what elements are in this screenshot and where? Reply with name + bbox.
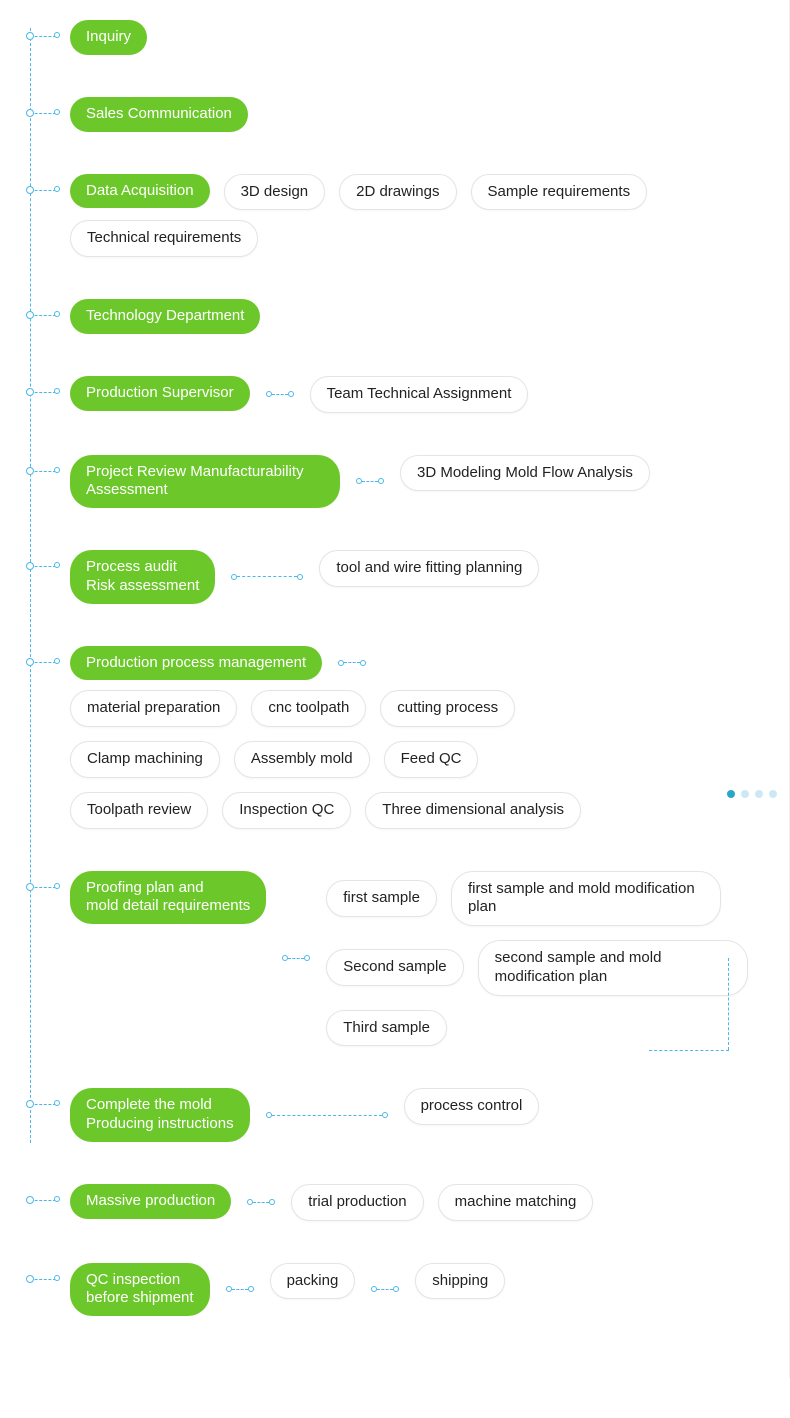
flow-row: Data Acquisition 3D design 2D drawings Samp… (30, 174, 769, 258)
stage-pill: Massive production (70, 1184, 231, 1219)
stage-pill: Process auditRisk assessment (70, 550, 215, 604)
pagination-dots[interactable] (727, 790, 777, 798)
sub-row: Second samplesecond sample and mold modi… (326, 940, 747, 996)
pagination-dot[interactable] (755, 790, 763, 798)
item-pill: Sample requirements (471, 174, 648, 211)
item-pill: trial production (291, 1184, 423, 1221)
stage-pill: Technology Department (70, 299, 260, 334)
item-pill: 3D Modeling Mold Flow Analysis (400, 455, 650, 492)
sub-row: Clamp machining Assembly mold Feed QC (70, 741, 581, 778)
item-pill: packing (270, 1263, 356, 1300)
connector (282, 954, 310, 962)
flow-row: Sales Communication (30, 97, 769, 132)
flow-row: Complete the moldProducing instructions p… (30, 1088, 769, 1142)
flow-row: Inquiry (30, 20, 769, 55)
item-pill: Third sample (326, 1010, 447, 1047)
item-pill: Inspection QC (222, 792, 351, 829)
flow-row: Project Review Manufacturability Assessm… (30, 455, 769, 509)
pagination-dot[interactable] (727, 790, 735, 798)
item-pill: 3D design (224, 174, 326, 211)
item-pill: Clamp machining (70, 741, 220, 778)
item-pill: cnc toolpath (251, 690, 366, 727)
sub-row: Toolpath review Inspection QC Three dimens… (70, 792, 581, 829)
item-pill: shipping (415, 1263, 505, 1300)
connector (231, 573, 303, 581)
stage-pill: Complete the moldProducing instructions (70, 1088, 250, 1142)
item-pill: Second sample (326, 949, 463, 986)
item-pill: Assembly mold (234, 741, 370, 778)
stage-pill: Data Acquisition (70, 174, 210, 209)
item-pill: material preparation (70, 690, 237, 727)
sub-row: first sample first sample and mold modifi… (326, 871, 747, 927)
stage-pill: Production Supervisor (70, 376, 250, 411)
stage-pill: Production process management (70, 646, 322, 681)
pagination-dot[interactable] (741, 790, 749, 798)
flowchart-container: Inquiry Sales Communication Data Acquisiti… (0, 0, 790, 1378)
sub-block: first sample first sample and mold modifi… (326, 871, 747, 1047)
connector (338, 659, 366, 667)
item-pill: Team Technical Assignment (310, 376, 529, 413)
item-pill: Three dimensional analysis (365, 792, 581, 829)
connector (266, 1111, 388, 1119)
sub-row: Third sample (326, 1010, 747, 1047)
item-pill: machine matching (438, 1184, 594, 1221)
item-pill: tool and wire fitting planning (319, 550, 539, 587)
connector (266, 390, 294, 398)
sub-block: material preparation cnc toolpath cutting … (70, 690, 581, 828)
item-pill: first sample and mold modification plan (451, 871, 721, 927)
stage-pill: QC inspectionbefore shipment (70, 1263, 210, 1317)
flow-row: Process auditRisk assessment tool and wir… (30, 550, 769, 604)
flow-row: Technology Department (30, 299, 769, 334)
connector (356, 477, 384, 485)
item-pill: cutting process (380, 690, 515, 727)
flow-row: Production Supervisor Team Technical Assi… (30, 376, 769, 413)
flow-row: Proofing plan andmold detail requirement… (30, 871, 769, 1047)
loop-path (689, 958, 729, 1050)
pagination-dot[interactable] (769, 790, 777, 798)
sub-row: material preparation cnc toolpath cutting … (70, 690, 581, 727)
stage-pill: Project Review Manufacturability Assessm… (70, 455, 340, 509)
item-pill: first sample (326, 880, 437, 917)
item-pill: process control (404, 1088, 540, 1125)
flow-row: QC inspectionbefore shipment packing shipp… (30, 1263, 769, 1317)
stage-pill: Inquiry (70, 20, 147, 55)
flow-row: Massive production trial production machin… (30, 1184, 769, 1221)
item-pill: Toolpath review (70, 792, 208, 829)
connector (371, 1285, 399, 1293)
connector (226, 1285, 254, 1293)
connector (247, 1198, 275, 1206)
item-pill: Feed QC (384, 741, 479, 778)
stage-pill: Proofing plan andmold detail requirement… (70, 871, 266, 925)
loop-path-2 (649, 1050, 729, 1051)
stage-pill: Sales Communication (70, 97, 248, 132)
item-pill: 2D drawings (339, 174, 456, 211)
flow-row: Production process management material pr… (30, 646, 769, 829)
item-pill: Technical requirements (70, 220, 258, 257)
